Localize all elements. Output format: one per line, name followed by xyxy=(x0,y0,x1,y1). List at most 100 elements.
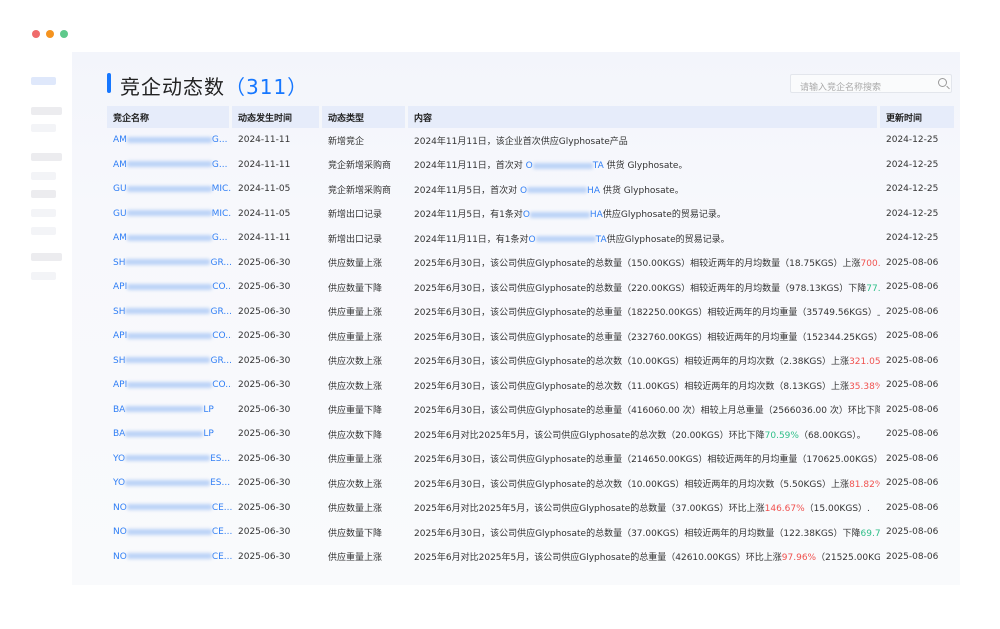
table-row[interactable]: SH GR... 2025-06-30 供应次数上涨 2025年6月30日，该公司… xyxy=(107,349,954,374)
competitor-name-start: AM xyxy=(113,135,127,146)
maximize-dot[interactable] xyxy=(60,30,68,38)
table-row[interactable]: AM G... 2024-11-11 新增竞企 2024年11月11日，该企业首次… xyxy=(107,128,954,153)
content-text: 2025年6月30日，该公司供应Glyphosate的总数量（220.00KGS… xyxy=(414,283,867,294)
table-row[interactable]: GU MIC... 2024-11-05 新增出口记录 2024年11月5日，有1… xyxy=(107,202,954,227)
search-box[interactable] xyxy=(790,74,952,97)
competitor-name-cell[interactable]: NO CE... xyxy=(107,496,232,521)
sidebar-item[interactable] xyxy=(31,190,56,198)
competitor-name-cell[interactable]: AM G... xyxy=(107,128,232,153)
table-row[interactable]: AM G... 2024-11-11 新增出口记录 2024年11月11日，有1条… xyxy=(107,226,954,251)
competitor-name-cell[interactable]: API CO... xyxy=(107,373,232,398)
table-row[interactable]: GU MIC... 2024-11-05 竞企新增采购商 2024年11月5日，首… xyxy=(107,177,954,202)
minimize-dot[interactable] xyxy=(46,30,54,38)
table-row[interactable]: NO CE... 2025-06-30 供应重量上涨 2025年6月对比2025年… xyxy=(107,545,954,570)
sidebar-item[interactable] xyxy=(31,253,62,261)
buyer-link[interactable]: O TA xyxy=(526,161,604,171)
updated-date-cell: 2024-12-25 xyxy=(886,159,939,170)
competitor-name-cell[interactable]: SH GR... xyxy=(107,300,232,325)
content-text: 2025年6月对比2025年5月，该公司供应Glyphosate的总次数（20.… xyxy=(414,430,765,441)
sidebar-item-active[interactable] xyxy=(31,77,56,85)
competitor-name-link[interactable]: NO CE... xyxy=(113,527,232,537)
competitor-name-cell[interactable]: YO ES... xyxy=(107,447,232,472)
competitor-name-cell[interactable]: YO ES... xyxy=(107,471,232,496)
competitor-name-cell[interactable]: API CO... xyxy=(107,275,232,300)
competitor-name-cell[interactable]: AM G... xyxy=(107,226,232,251)
competitor-name-link[interactable]: API CO... xyxy=(113,331,232,341)
table-row[interactable]: BA LP 2025-06-30 供应次数下降 2025年6月对比2025年5月，… xyxy=(107,422,954,447)
competitor-name-cell[interactable]: BA LP xyxy=(107,398,232,423)
competitor-name-start: BA xyxy=(113,429,126,440)
competitor-name-link[interactable]: AM G... xyxy=(113,135,227,145)
table-row[interactable]: API CO... 2025-06-30 供应数量下降 2025年6月30日，该公… xyxy=(107,275,954,300)
buyer-name-end: HA xyxy=(589,210,603,221)
competitor-name-link[interactable]: NO CE... xyxy=(113,503,232,513)
column-header: 动态类型 xyxy=(322,106,408,128)
buyer-link[interactable]: O HA xyxy=(523,210,603,220)
competitor-name-start: NO xyxy=(113,502,127,513)
close-dot[interactable] xyxy=(32,30,40,38)
sidebar-item[interactable] xyxy=(31,172,56,180)
competitor-name-cell[interactable]: BA LP xyxy=(107,422,232,447)
competitor-name-cell[interactable]: GU MIC... xyxy=(107,177,232,202)
competitor-name-link[interactable]: SH GR... xyxy=(113,307,232,317)
content-cell: 2025年6月30日，该公司供应Glyphosate的总次数（10.00KGS）… xyxy=(408,349,880,374)
buyer-name-start: O xyxy=(522,210,530,221)
sidebar-item[interactable] xyxy=(31,124,56,132)
competitor-name-link[interactable]: SH GR... xyxy=(113,356,232,366)
competitor-name-end: CE... xyxy=(211,551,232,562)
sidebar-item[interactable] xyxy=(31,227,56,235)
event-type-cell: 供应重量上涨 xyxy=(328,455,383,466)
table-row[interactable]: SH GR... 2025-06-30 供应重量上涨 2025年6月30日，该公司… xyxy=(107,300,954,325)
search-input[interactable] xyxy=(791,79,940,97)
sidebar-item[interactable] xyxy=(31,272,56,280)
competitor-name-link[interactable]: API CO... xyxy=(113,282,232,292)
table-row[interactable]: YO ES... 2025-06-30 供应重量上涨 2025年6月30日，该公司… xyxy=(107,447,954,472)
table-row[interactable]: API CO... 2025-06-30 供应次数上涨 2025年6月30日，该公… xyxy=(107,373,954,398)
competitor-name-cell[interactable]: NO CE... xyxy=(107,545,232,570)
competitor-name-link[interactable]: BA LP xyxy=(113,405,214,415)
competitor-name-start: NO xyxy=(113,551,127,562)
table-row[interactable]: API CO... 2025-06-30 供应重量上涨 2025年6月30日，该公… xyxy=(107,324,954,349)
competitor-name-cell[interactable]: NO CE... xyxy=(107,520,232,545)
competitor-name-cell[interactable]: GU MIC... xyxy=(107,202,232,227)
table-row[interactable]: NO CE... 2025-06-30 供应数量下降 2025年6月30日，该公司… xyxy=(107,520,954,545)
competitor-name-link[interactable]: GU MIC... xyxy=(113,184,232,194)
buyer-link[interactable]: O TA xyxy=(529,235,607,245)
sidebar-item[interactable] xyxy=(31,153,62,161)
table-row[interactable]: BA LP 2025-06-30 供应重量下降 2025年6月30日，该公司供应G… xyxy=(107,398,954,423)
competitor-name-link[interactable]: API CO... xyxy=(113,380,232,390)
column-header: 竞企名称 xyxy=(107,106,232,128)
competitor-name-link[interactable]: SH GR... xyxy=(113,258,232,268)
competitor-name-start: GU xyxy=(113,184,127,195)
event-type-cell: 竞企新增采购商 xyxy=(328,185,392,196)
content-cell: 2025年6月对比2025年5月，该公司供应Glyphosate的总次数（20.… xyxy=(408,422,880,447)
sidebar-item[interactable] xyxy=(31,209,56,217)
competitor-name-link[interactable]: NO CE... xyxy=(113,552,232,562)
competitor-name-link[interactable]: YO ES... xyxy=(113,478,230,488)
table-row[interactable]: AM G... 2024-11-11 竞企新增采购商 2024年11月11日，首次… xyxy=(107,153,954,178)
updated-date-cell: 2025-08-06 xyxy=(886,306,939,317)
updated-date-cell: 2025-08-06 xyxy=(886,478,939,489)
sidebar-item[interactable] xyxy=(31,107,62,115)
redacted-text xyxy=(127,332,213,339)
competitor-name-link[interactable]: BA LP xyxy=(113,429,214,439)
buyer-link[interactable]: O HA xyxy=(520,186,600,196)
competitor-name-cell[interactable]: AM G... xyxy=(107,153,232,178)
redacted-text xyxy=(126,504,212,511)
competitor-name-link[interactable]: AM G... xyxy=(113,233,227,243)
table-row[interactable]: YO ES... 2025-06-30 供应次数上涨 2025年6月30日，该公司… xyxy=(107,471,954,496)
event-type-cell: 供应次数上涨 xyxy=(328,479,383,490)
search-icon[interactable] xyxy=(938,78,947,87)
competitor-name-link[interactable]: GU MIC... xyxy=(113,209,232,219)
table-row[interactable]: NO CE... 2025-06-30 供应数量上涨 2025年6月对比2025年… xyxy=(107,496,954,521)
competitor-name-link[interactable]: YO ES... xyxy=(113,454,230,464)
table-row[interactable]: SH GR... 2025-06-30 供应数量上涨 2025年6月30日，该公司… xyxy=(107,251,954,276)
competitor-name-end: CO... xyxy=(212,380,232,391)
competitor-name-start: API xyxy=(113,331,128,342)
competitor-name-cell[interactable]: SH GR... xyxy=(107,349,232,374)
competitor-name-link[interactable]: AM G... xyxy=(113,160,227,170)
competitor-name-cell[interactable]: SH GR... xyxy=(107,251,232,276)
competitor-name-end: LP xyxy=(203,404,214,415)
competitor-name-cell[interactable]: API CO... xyxy=(107,324,232,349)
competitor-name-end: ES... xyxy=(210,453,231,464)
